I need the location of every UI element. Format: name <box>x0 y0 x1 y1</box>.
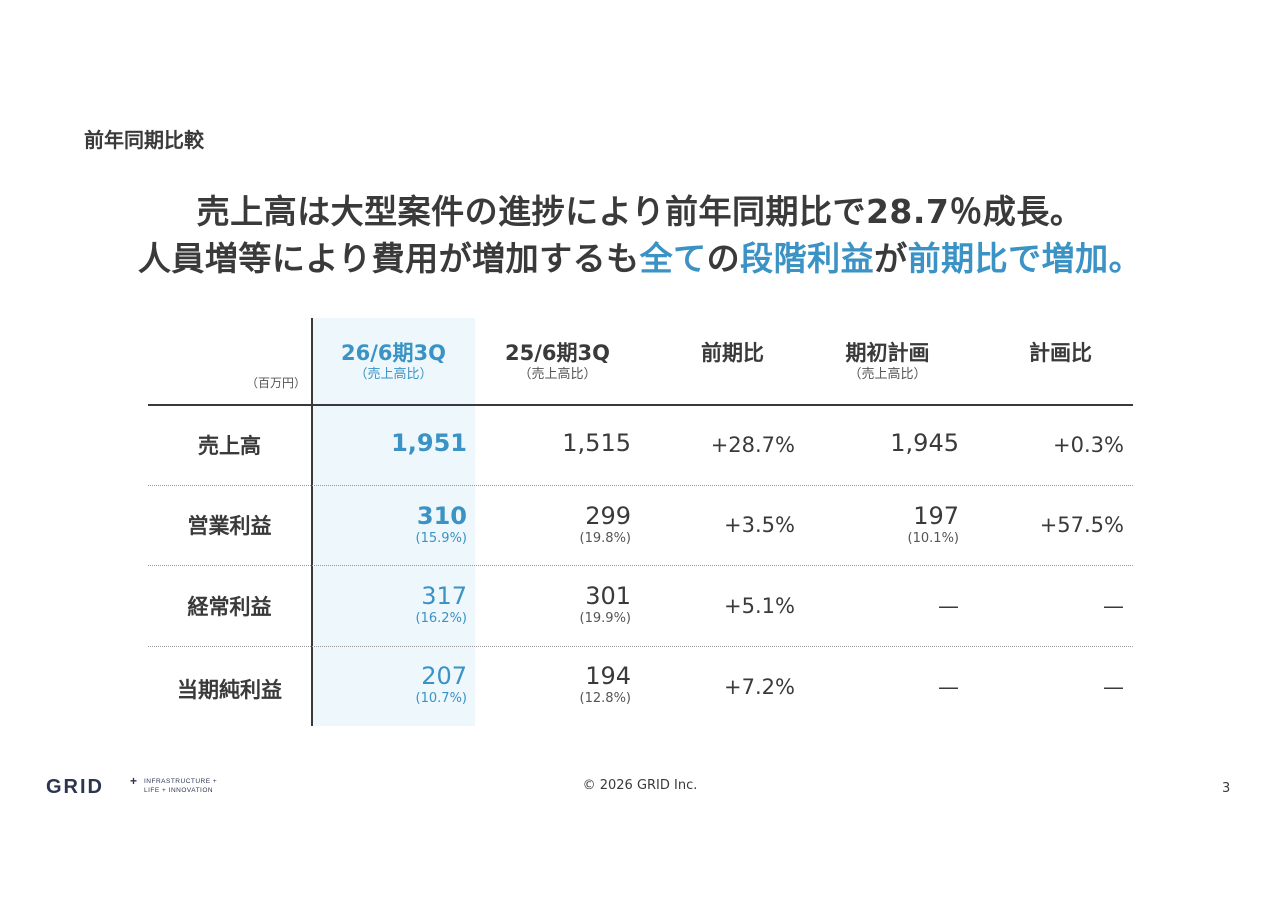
row-label-net-income: 当期純利益 <box>177 678 282 702</box>
cell-prior-net-income: 194 (12.8%) <box>580 662 631 708</box>
cell-value: — <box>1103 594 1124 618</box>
page-number: 3 <box>1222 781 1231 796</box>
row-divider <box>148 485 1133 486</box>
cell-value: 310 <box>416 502 467 530</box>
table-vertical-divider <box>311 318 313 726</box>
cell-ratio: (10.1%) <box>907 531 959 546</box>
unit-label: （百万円） <box>246 376 307 390</box>
copyright: © 2026 GRID Inc. <box>582 778 698 793</box>
cell-prior-ordinary-profit: 301 (19.9%) <box>580 582 631 628</box>
row-divider <box>148 565 1133 566</box>
cell-value: 1,951 <box>391 429 467 457</box>
cell-prior-operating-profit: 299 (19.8%) <box>580 502 631 548</box>
column-header-sub: （売上高比） <box>848 367 927 382</box>
cell-ratio: (16.2%) <box>415 611 467 626</box>
cell-vs-plan-net-income: — <box>1103 673 1124 701</box>
headline-accent-part: 段階利益 <box>740 239 875 278</box>
column-header-title: 前期比 <box>701 341 764 365</box>
cell-plan-operating-profit: 197 (10.1%) <box>908 502 959 548</box>
grid-logo-icon: GRID + INFRASTRUCTURE + LIFE + INNOVATIO… <box>46 774 217 798</box>
cell-value: +0.3% <box>1053 433 1124 457</box>
headline-accent-part: 全て <box>639 239 707 278</box>
column-header-prior: 25/6期3Q （売上高比） <box>475 340 640 384</box>
logo-plus: + <box>130 775 137 788</box>
column-header-yoy: 前期比 <box>640 340 825 366</box>
cell-prior-sales: 1,515 <box>562 429 631 457</box>
company-logo: GRID + INFRASTRUCTURE + LIFE + INNOVATIO… <box>46 774 226 801</box>
cell-yoy-net-income: +7.2% <box>724 673 795 701</box>
cell-value: 207 <box>421 662 467 690</box>
row-divider <box>148 646 1133 647</box>
cell-value: +3.5% <box>724 513 795 537</box>
cell-value: — <box>1103 675 1124 699</box>
table-header-divider <box>148 404 1133 406</box>
column-header-plan: 期初計画 （売上高比） <box>825 340 950 384</box>
row-label-ordinary-profit: 経常利益 <box>187 595 272 619</box>
cell-value: 299 <box>585 502 631 530</box>
cell-current-sales: 1,951 <box>391 429 467 457</box>
cell-vs-plan-sales: +0.3% <box>1053 431 1124 459</box>
cell-value: 1,945 <box>890 429 959 457</box>
cell-yoy-operating-profit: +3.5% <box>724 511 795 539</box>
cell-plan-ordinary-profit: — <box>938 592 959 620</box>
cell-value: 194 <box>585 662 631 690</box>
cell-yoy-ordinary-profit: +5.1% <box>724 592 795 620</box>
cell-value: — <box>938 594 959 618</box>
cell-current-net-income: 207 (10.7%) <box>416 662 467 708</box>
cell-ratio: (15.9%) <box>415 531 467 546</box>
cell-value: 301 <box>585 582 631 610</box>
column-header-title: 25/6期3Q <box>505 341 610 365</box>
cell-ratio: (19.9%) <box>579 611 631 626</box>
logo-tagline-1: INFRASTRUCTURE + <box>144 778 217 785</box>
cell-value: 317 <box>421 582 467 610</box>
cell-value: +5.1% <box>724 594 795 618</box>
headline-accent-part: 前期比で増加。 <box>907 239 1143 278</box>
cell-vs-plan-operating-profit: +57.5% <box>1040 511 1124 539</box>
headline-line-2: 人員増等により費用が増加するも全ての段階利益が前期比で増加。 <box>0 232 1280 280</box>
column-header-title: 計画比 <box>1029 341 1092 365</box>
cell-value: — <box>938 675 959 699</box>
column-header-current: 26/6期3Q （売上高比） <box>312 340 475 384</box>
cell-plan-sales: 1,945 <box>890 429 959 457</box>
cell-vs-plan-ordinary-profit: — <box>1103 592 1124 620</box>
cell-ratio: (19.8%) <box>579 531 631 546</box>
cell-value: 1,515 <box>562 429 631 457</box>
row-label-sales: 売上高 <box>198 434 261 458</box>
headline-line-1: 売上高は大型案件の進捗により前年同期比で28.7％成長。 <box>196 192 1084 231</box>
cell-value: +28.7% <box>710 433 795 457</box>
column-header-vs-plan: 計画比 <box>978 340 1143 366</box>
column-header-title: 26/6期3Q <box>341 341 446 365</box>
cell-value: +57.5% <box>1039 513 1124 537</box>
cell-current-ordinary-profit: 317 (16.2%) <box>416 582 467 628</box>
cell-plan-net-income: — <box>938 673 959 701</box>
cell-ratio: (12.8%) <box>579 691 631 706</box>
cell-current-operating-profit: 310 (15.9%) <box>416 502 467 548</box>
headline-part: 人員増等により費用が増加するも <box>137 239 640 278</box>
cell-ratio: (10.7%) <box>415 691 467 706</box>
headline-part: が <box>874 239 908 278</box>
comparison-table: （百万円） 26/6期3Q （売上高比） 25/6期3Q （売上高比） 前期比 … <box>148 318 1133 726</box>
highlight-column <box>312 318 475 726</box>
cell-value: +7.2% <box>724 675 795 699</box>
cell-value: 197 <box>913 502 959 530</box>
section-label: 前年同期比較 <box>84 128 204 152</box>
row-label-operating-profit: 営業利益 <box>187 514 272 538</box>
headline-part: の <box>706 239 741 278</box>
logo-wordmark: GRID <box>46 776 104 797</box>
cell-yoy-sales: +28.7% <box>711 431 795 459</box>
logo-tagline-2: LIFE + INNOVATION <box>144 787 213 794</box>
column-header-title: 期初計画 <box>845 341 930 365</box>
column-header-sub: （売上高比） <box>354 367 433 382</box>
column-header-sub: （売上高比） <box>518 367 597 382</box>
